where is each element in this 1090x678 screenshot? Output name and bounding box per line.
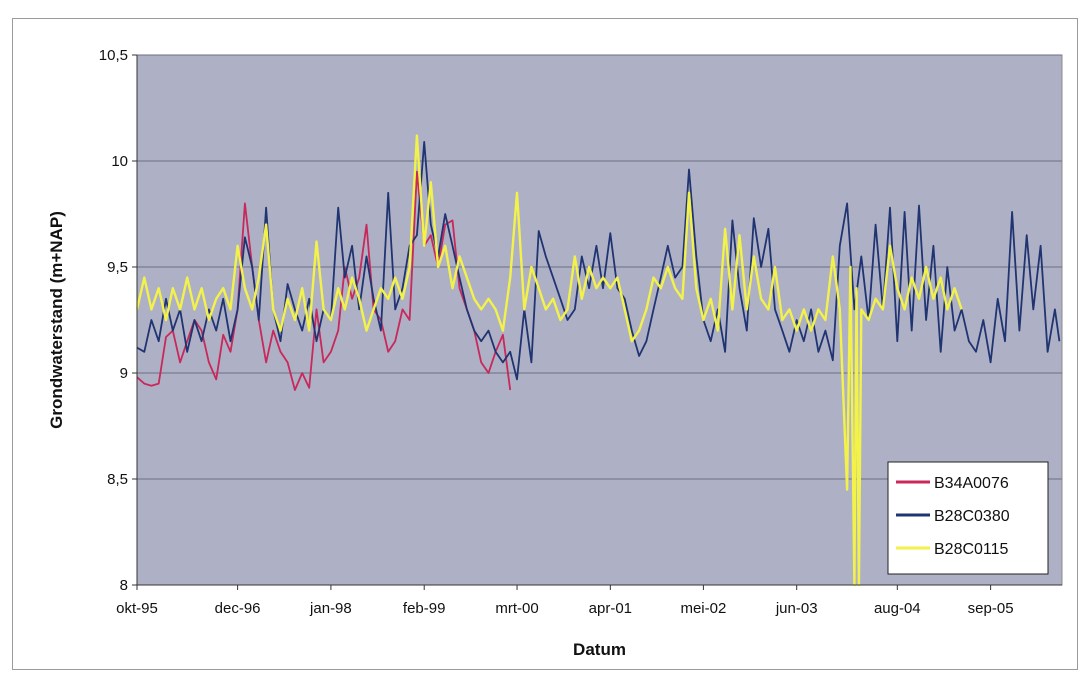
y-tick-label: 9 — [120, 365, 128, 382]
x-tick-label: aug-04 — [874, 600, 921, 617]
legend-label: B28C0115 — [934, 541, 1009, 558]
y-axis-title: Grondwaterstand (m+NAP) — [47, 211, 66, 429]
x-axis-title: Datum — [573, 640, 626, 659]
y-tick-label: 8,5 — [107, 471, 128, 488]
x-tick-label: jun-03 — [775, 600, 818, 617]
legend-label: B28C0380 — [934, 508, 1010, 525]
x-tick-label: okt-95 — [116, 600, 158, 617]
y-tick-label: 8 — [120, 577, 128, 594]
series-layer — [135, 134, 1061, 587]
x-tick-label: sep-05 — [968, 600, 1014, 617]
y-tick-label: 10,5 — [99, 47, 128, 64]
legend-label: B34A0076 — [934, 475, 1009, 492]
x-tick-label: jan-98 — [309, 600, 352, 617]
legend: B34A0076 B28C0380 B28C0115 — [887, 461, 1049, 575]
x-tick-label: apr-01 — [589, 600, 632, 617]
series-line-b28c0115 — [135, 134, 963, 587]
x-tick-label: mrt-00 — [495, 600, 538, 617]
y-tick-label: 9,5 — [107, 259, 128, 276]
y-axis-ticks: 8 8,5 9 9,5 10 10,5 — [99, 47, 138, 594]
series-line-b28c0380 — [136, 140, 1061, 381]
x-tick-label: dec-96 — [215, 600, 261, 617]
x-tick-label: mei-02 — [680, 600, 726, 617]
x-tick-label: feb-99 — [403, 600, 446, 617]
y-tick-label: 10 — [111, 153, 128, 170]
x-axis-ticks: okt-95 dec-96 jan-98 feb-99 mrt-00 apr-01 mei-… — [116, 584, 1062, 617]
